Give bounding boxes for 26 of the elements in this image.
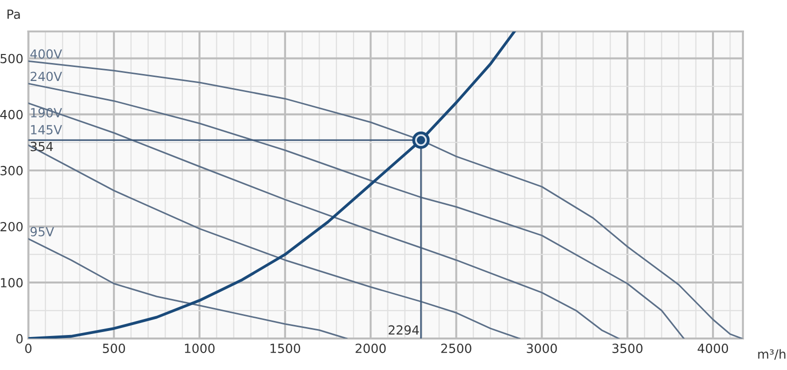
line-series: [28, 102, 620, 339]
x-axis-title: m³/h: [758, 349, 786, 360]
y-tick-label: 400: [0, 110, 23, 120]
x-tick-label: 2500: [441, 344, 472, 354]
x-tick-label: 4000: [698, 344, 728, 354]
x-tick-label: 2000: [356, 344, 386, 354]
x-tick-label: 1500: [270, 344, 300, 354]
series-label: 145V: [31, 125, 62, 134]
x-tick-label: 3000: [526, 344, 557, 354]
line-series: [28, 82, 685, 339]
line-series: [28, 238, 348, 339]
y-axis-title: Pa: [8, 10, 20, 19]
annotation: 354: [30, 142, 53, 152]
x-tick-label: 0: [25, 344, 32, 354]
y-tick-label: 0: [16, 334, 23, 344]
series-label: 95V: [30, 226, 54, 236]
y-tick-label: 100: [0, 278, 23, 288]
x-tick-label: 3500: [612, 344, 642, 354]
annotation: 2294: [388, 325, 419, 335]
series-label: 400V: [30, 49, 62, 59]
y-tick-label: 500: [0, 54, 23, 64]
y-tick-label: 200: [0, 222, 23, 232]
y-tick-label: 300: [0, 166, 23, 176]
x-tick-label: 500: [102, 344, 126, 354]
x-tick-label: 1000: [184, 344, 215, 354]
series-label: 240V: [30, 72, 62, 82]
